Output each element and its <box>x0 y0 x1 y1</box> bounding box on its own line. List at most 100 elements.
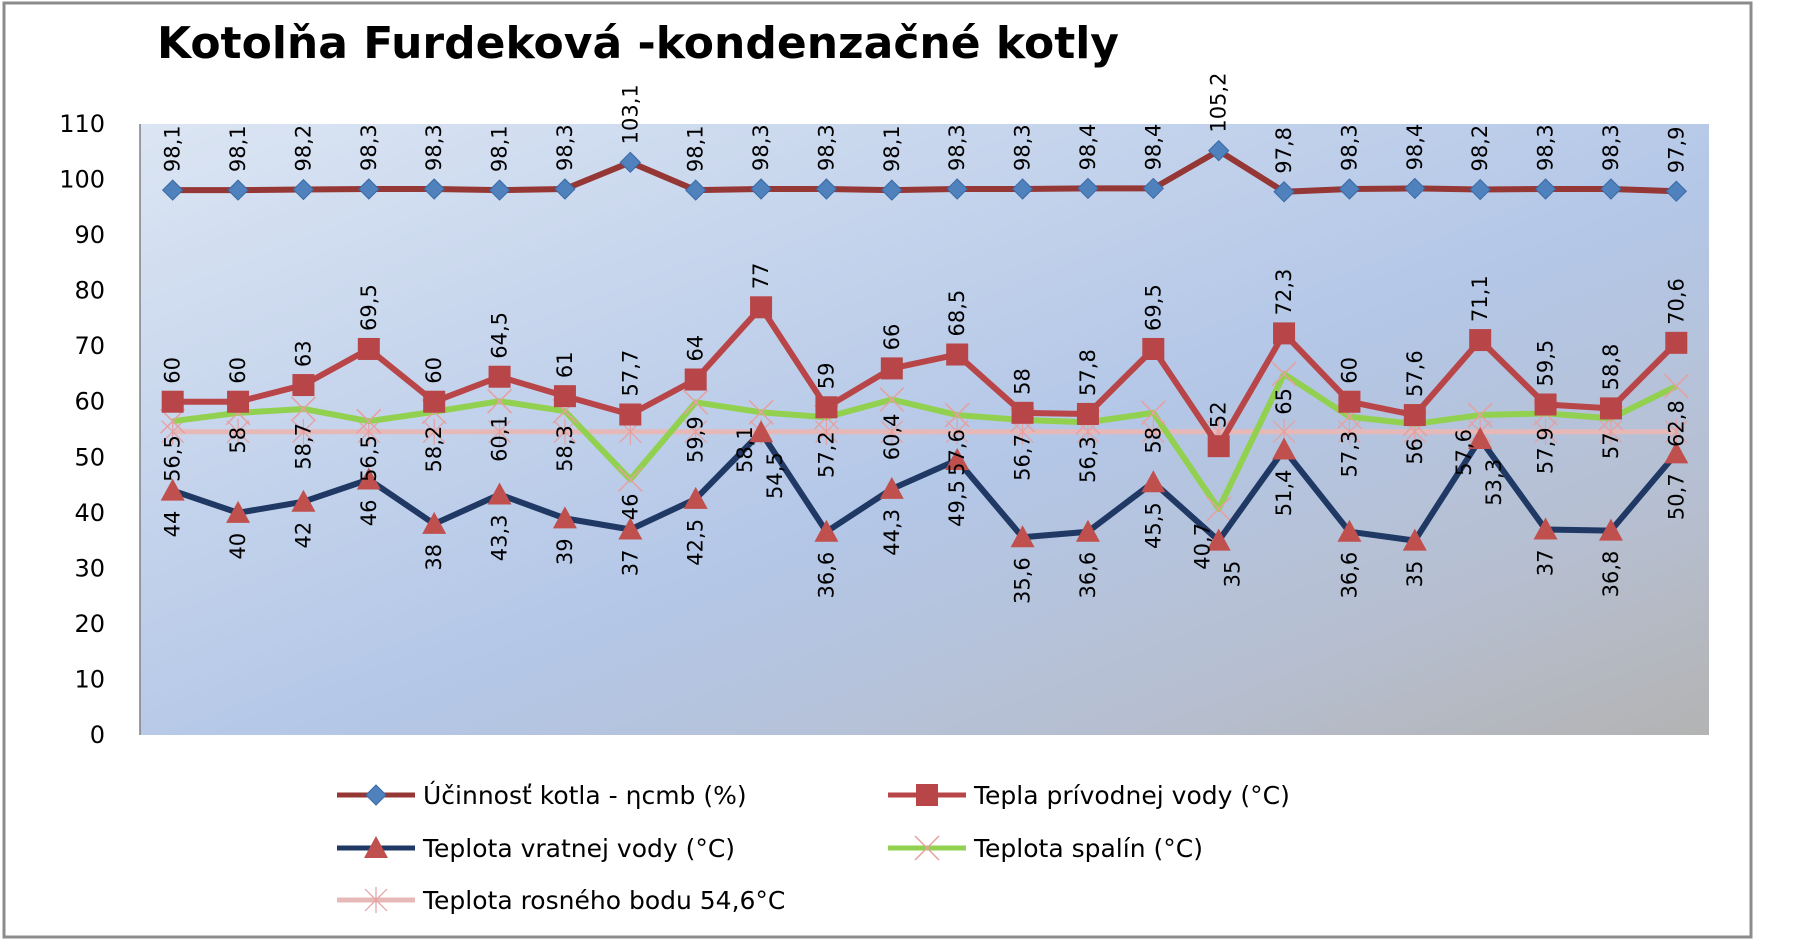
star-marker <box>684 418 708 445</box>
legend-label: Teplota vratnej vody (°C) <box>422 834 735 863</box>
x-marker <box>1271 361 1297 387</box>
data-label: 98,4 <box>1141 124 1165 171</box>
star-marker <box>226 418 250 445</box>
data-label: 59,5 <box>1534 340 1558 387</box>
square-marker <box>488 365 511 388</box>
data-label: 98,4 <box>1076 124 1100 171</box>
data-label: 98,2 <box>291 125 315 172</box>
data-label: 98,3 <box>553 124 577 171</box>
data-label: 36,6 <box>1076 552 1100 599</box>
data-label: 44,3 <box>880 509 904 556</box>
data-label: 49,5 <box>945 480 969 527</box>
triangle-marker <box>552 506 577 529</box>
square-marker <box>619 403 642 426</box>
diamond-marker <box>946 178 968 200</box>
x-marker <box>879 386 905 413</box>
legend: Účinnosť kotla - ηcmb (%) Tepla prívodnej… <box>337 780 1290 915</box>
data-label: 57,8 <box>1076 349 1100 396</box>
series-1 <box>161 296 1688 458</box>
data-label: 43,3 <box>488 514 512 561</box>
data-label: 54,5 <box>763 452 787 499</box>
data-label: 98,1 <box>684 125 708 172</box>
diamond-marker <box>292 178 315 201</box>
data-label: 50,7 <box>1664 473 1688 520</box>
series-line <box>172 147 1677 195</box>
diamond-marker <box>227 179 249 201</box>
data-label: 62,8 <box>1664 400 1688 447</box>
data-labels: 98,1 98,1 98,2 98,3 98,3 98,1 98,3 103,1 98,1 98,… <box>161 73 1689 604</box>
triangle-marker <box>1075 519 1100 542</box>
data-label: 58 <box>1141 427 1165 454</box>
data-label: 56,5 <box>161 435 185 482</box>
diamond-marker <box>750 178 772 200</box>
data-label: 51,4 <box>1272 469 1296 516</box>
data-label: 58,2 <box>422 426 446 473</box>
data-label: 38 <box>422 544 446 571</box>
x-marker <box>160 408 186 434</box>
diamond-marker <box>1404 177 1426 200</box>
diamond-marker <box>358 178 380 200</box>
diamond-marker <box>1600 178 1622 200</box>
square-marker <box>916 784 938 806</box>
square-marker <box>1338 390 1361 413</box>
star-marker <box>553 418 577 445</box>
triangle-marker <box>1206 528 1231 551</box>
data-label: 52 <box>1207 401 1231 428</box>
diamond-marker <box>1273 181 1295 203</box>
y-ticks: 0 10 20 30 40 50 60 70 80 90 100 110 <box>59 110 105 749</box>
star-marker <box>1599 418 1623 445</box>
data-label: 97,8 <box>1272 127 1296 174</box>
square-marker <box>1665 331 1688 354</box>
diamond-marker <box>1665 180 1688 202</box>
triangle-marker <box>1402 528 1427 551</box>
data-label: 98,2 <box>1468 125 1492 172</box>
data-label: 58 <box>1011 368 1035 395</box>
triangle-marker <box>1141 470 1166 493</box>
legend-item: Účinnosť kotla - ηcmb (%) <box>337 780 747 810</box>
triangle-marker <box>487 482 512 505</box>
triangle-marker <box>291 489 316 512</box>
triangle-marker <box>356 467 381 490</box>
data-label: 56 <box>1403 438 1427 465</box>
triangle-marker <box>226 500 251 523</box>
diamond-marker <box>488 179 511 201</box>
x-marker <box>1140 400 1166 426</box>
data-label: 58,8 <box>1599 344 1623 391</box>
diamond-marker <box>815 178 838 200</box>
x-marker <box>487 388 513 414</box>
data-label: 61 <box>553 351 577 378</box>
square-marker <box>1011 401 1034 424</box>
data-label: 45,5 <box>1141 502 1165 549</box>
data-label: 40,7 <box>1191 523 1215 570</box>
data-label: 98,1 <box>488 125 512 172</box>
legend-item: Tepla prívodnej vody (°C) <box>888 781 1290 810</box>
data-label: 98,3 <box>422 124 446 171</box>
diamond-marker <box>1142 177 1165 200</box>
triangle-marker <box>1664 441 1689 464</box>
data-label: 40 <box>226 533 250 560</box>
data-label: 59,9 <box>684 416 708 463</box>
y-tick-label: 10 <box>74 665 105 693</box>
square-marker <box>423 390 446 413</box>
star-marker <box>161 418 185 445</box>
triangle-marker <box>945 448 970 471</box>
diamond-marker <box>365 784 387 806</box>
data-label: 98,3 <box>1534 124 1558 171</box>
triangle-marker <box>618 517 643 540</box>
data-label: 57 <box>1599 432 1623 459</box>
data-label: 60 <box>161 357 185 384</box>
square-marker <box>1142 337 1165 360</box>
square-marker <box>1076 402 1099 425</box>
data-label: 57,9 <box>1534 427 1558 474</box>
diamond-marker <box>1077 177 1099 200</box>
data-label: 65 <box>1272 388 1296 415</box>
data-label: 64 <box>684 335 708 362</box>
data-label: 60 <box>422 357 446 384</box>
data-label: 60,4 <box>880 414 904 461</box>
triangle-marker <box>1533 517 1558 540</box>
data-label: 77 <box>749 263 773 290</box>
data-label: 98,3 <box>749 124 773 171</box>
square-marker <box>553 385 576 408</box>
star-marker <box>1534 418 1557 445</box>
data-label: 46 <box>357 499 381 526</box>
